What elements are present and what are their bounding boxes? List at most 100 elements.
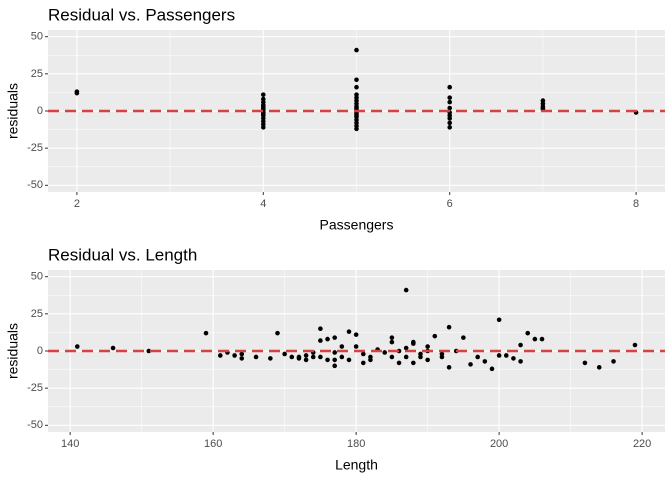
point <box>253 354 259 360</box>
point <box>303 353 309 358</box>
x-axis-label: Passengers <box>320 217 394 233</box>
point <box>318 326 323 332</box>
point <box>475 354 480 360</box>
point <box>318 338 323 343</box>
point <box>325 357 330 363</box>
y-tick-label: 25 <box>31 68 43 80</box>
point <box>203 330 209 336</box>
point <box>411 360 416 366</box>
point <box>354 84 359 90</box>
point <box>332 335 337 340</box>
y-tick-label: 0 <box>37 105 43 117</box>
point <box>432 333 438 339</box>
point <box>260 92 266 97</box>
x-tick-label: 220 <box>633 438 651 450</box>
point <box>332 363 337 369</box>
point <box>268 356 273 361</box>
point <box>447 105 453 111</box>
point <box>354 126 359 132</box>
y-axis-label: residuals <box>5 83 21 139</box>
x-tick-label: 6 <box>447 198 453 210</box>
point <box>482 359 488 364</box>
point <box>518 359 523 364</box>
chart-title: Residual vs. Passengers <box>48 5 235 24</box>
x-tick-label: 180 <box>347 438 365 450</box>
point <box>368 357 373 363</box>
y-tick-label: -50 <box>27 419 43 431</box>
point <box>511 356 516 361</box>
point <box>532 336 538 342</box>
point <box>354 47 359 53</box>
point <box>354 77 359 83</box>
point <box>439 351 445 357</box>
point <box>425 344 430 349</box>
point <box>468 362 473 367</box>
point <box>239 351 245 357</box>
point <box>582 360 588 366</box>
point <box>411 341 416 346</box>
point <box>296 356 302 361</box>
point <box>232 353 237 358</box>
point <box>275 330 280 336</box>
point <box>353 344 359 349</box>
point <box>447 99 453 105</box>
point <box>325 336 330 342</box>
point <box>389 339 395 345</box>
point <box>489 366 495 372</box>
point <box>382 350 388 355</box>
point <box>360 351 366 357</box>
point <box>632 342 638 348</box>
point <box>446 365 452 370</box>
point <box>503 353 509 358</box>
point <box>339 344 345 349</box>
point <box>461 335 466 340</box>
point <box>146 348 152 354</box>
point <box>389 335 395 340</box>
point <box>239 356 245 361</box>
point <box>496 317 502 323</box>
point <box>447 120 453 126</box>
point <box>332 350 337 355</box>
y-tick-label: 50 <box>31 271 43 283</box>
point <box>396 360 402 366</box>
point <box>447 95 453 100</box>
point <box>539 336 545 342</box>
x-tick-label: 4 <box>260 198 266 210</box>
x-axis-label: Length <box>335 457 378 473</box>
point <box>318 354 323 360</box>
point <box>289 354 295 360</box>
x-tick-label: 140 <box>61 438 79 450</box>
point <box>446 324 452 330</box>
point <box>332 357 337 363</box>
point <box>418 354 423 360</box>
point <box>518 342 523 348</box>
x-tick-label: 160 <box>204 438 222 450</box>
point <box>110 345 116 351</box>
point <box>74 90 80 96</box>
point <box>310 354 316 360</box>
y-tick-label: -50 <box>27 179 43 191</box>
point <box>346 329 352 334</box>
point <box>360 360 366 366</box>
y-tick-label: -25 <box>27 382 43 394</box>
point <box>75 344 80 349</box>
y-axis-label: residuals <box>5 323 21 379</box>
point <box>346 357 352 363</box>
x-tick-label: 8 <box>633 198 639 210</box>
point <box>447 116 453 121</box>
point <box>596 365 602 370</box>
point <box>447 125 453 130</box>
point <box>303 357 309 363</box>
point <box>611 359 616 364</box>
y-tick-label: 0 <box>37 345 43 357</box>
point <box>389 354 395 360</box>
point <box>260 125 266 130</box>
point <box>218 353 223 358</box>
y-tick-label: 25 <box>31 308 43 320</box>
y-tick-label: -25 <box>27 142 43 154</box>
y-tick-label: 50 <box>31 31 43 43</box>
x-tick-label: 2 <box>74 198 80 210</box>
point <box>353 332 359 337</box>
point <box>525 330 531 336</box>
